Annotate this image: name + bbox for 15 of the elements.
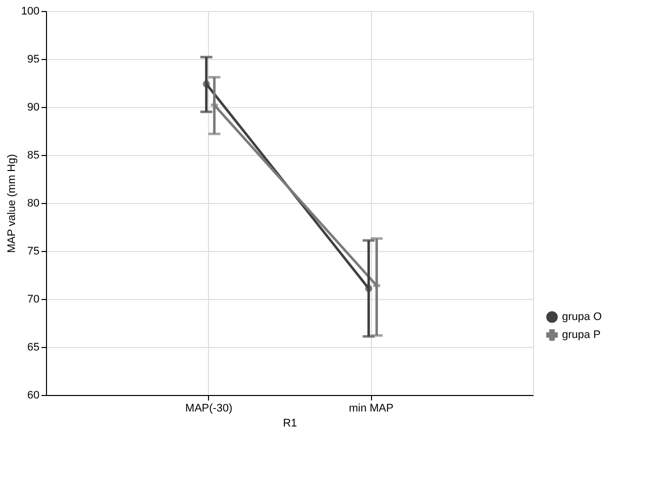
y-tick-label: 100 xyxy=(21,6,40,18)
legend-label: grupa P xyxy=(562,329,601,341)
y-tick-label: 60 xyxy=(27,390,40,402)
y-tick-label: 90 xyxy=(27,102,40,114)
y-tick-label: 85 xyxy=(27,150,40,162)
x-axis-title: R1 xyxy=(282,418,298,430)
y-axis-title: MAP value (mm Hg) xyxy=(6,154,18,253)
x-tick-label: MAP(-30) xyxy=(185,402,232,414)
y-tick-label: 70 xyxy=(27,294,40,306)
y-tick-label: 80 xyxy=(27,198,40,210)
legend-label: grupa O xyxy=(562,311,602,323)
y-tick-label: 95 xyxy=(27,54,40,66)
y-tick-label: 65 xyxy=(27,342,40,354)
y-tick-label: 75 xyxy=(27,246,40,258)
x-tick-label: min MAP xyxy=(348,402,394,414)
